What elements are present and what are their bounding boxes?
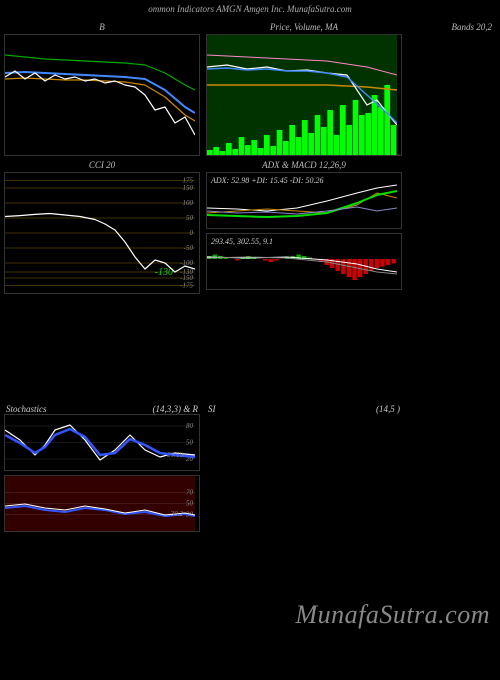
row-1: B Price, Volume, MA Bands 20,2 [0, 20, 500, 156]
gap [0, 294, 500, 404]
svg-text:30.2: 30.2 [170, 510, 184, 518]
pricema-title: Price, Volume, MA [206, 20, 402, 34]
panel-stoch-rsi-wrap: 80502029.19 70503030.2 [4, 414, 200, 532]
panel-cci: 175150100500-50-100-130-150-175-130 [4, 172, 200, 294]
rsi-title-right: (14,5 ) [376, 404, 400, 414]
cci-title: CCI 20 [4, 158, 200, 172]
svg-text:293.45, 302.55, 9.1: 293.45, 302.55, 9.1 [211, 237, 273, 246]
stoch-chart: 80502029.19 [5, 415, 195, 470]
panel-stoch: 80502029.19 [4, 414, 200, 471]
svg-text:50: 50 [186, 439, 194, 447]
panel-macdhist: 293.45, 302.55, 9.1 [206, 233, 402, 290]
panel-bollinger-wrap: B [4, 20, 200, 156]
watermark: MunafaSutra.com [295, 600, 490, 630]
svg-text:80: 80 [186, 422, 194, 430]
bands-label-wrap: Bands 20,2 [408, 20, 496, 156]
rsi-chart: 70503030.2 [5, 476, 195, 531]
panel-pricema-wrap: Price, Volume, MA [206, 20, 402, 156]
stoch-title-left: Stochastics [6, 404, 47, 414]
macdhist-chart: 293.45, 302.55, 9.1 [207, 234, 397, 289]
panel-pricema [206, 34, 402, 156]
svg-text:-100: -100 [180, 259, 193, 267]
pricema-chart [207, 35, 397, 155]
adx-title: ADX & MACD 12,26,9 [206, 158, 402, 172]
svg-text:-175: -175 [180, 282, 193, 290]
svg-text:ADX: 52.98 +DI: 15.45 -DI: 50: ADX: 52.98 +DI: 15.45 -DI: 50.26 [210, 176, 324, 185]
row-4-titles: Stochastics (14,3,3) & R SI (14,5 ) [0, 404, 500, 414]
svg-text:29.19: 29.19 [167, 451, 183, 459]
panel-cci-wrap: CCI 20 175150100500-50-100-130-150-175-1… [4, 158, 200, 294]
svg-text:0: 0 [190, 229, 194, 237]
bollinger-chart [5, 35, 195, 155]
svg-text:-50: -50 [184, 244, 194, 252]
bollinger-title: B [4, 20, 200, 34]
adx-chart: ADX: 52.98 +DI: 15.45 -DI: 50.26 [207, 173, 397, 228]
panel-adx: ADX: 52.98 +DI: 15.45 -DI: 50.26 [206, 172, 402, 229]
svg-text:50: 50 [186, 214, 194, 222]
panel-rsi: 70503030.2 [4, 475, 200, 532]
row-2: CCI 20 175150100500-50-100-130-150-175-1… [0, 158, 500, 294]
row-4: 80502029.19 70503030.2 [0, 414, 500, 532]
rsi-title-row: SI (14,5 ) [206, 404, 402, 414]
stoch-title-row: Stochastics (14,3,3) & R [4, 404, 200, 414]
svg-text:150: 150 [183, 184, 194, 192]
svg-text:50: 50 [186, 500, 194, 508]
svg-text:70: 70 [186, 489, 194, 497]
svg-text:100: 100 [183, 199, 194, 207]
svg-text:-130: -130 [155, 267, 173, 278]
page-header: ommon Indicators AMGN Amgen Inc. MunafaS… [0, 0, 500, 20]
panel-adx-wrap: ADX & MACD 12,26,9 ADX: 52.98 +DI: 15.45… [206, 158, 402, 294]
rsi-title-left: SI [208, 404, 216, 414]
panel-bollinger [4, 34, 200, 156]
bands-label: Bands 20,2 [408, 20, 496, 34]
stoch-title-right: (14,3,3) & R [153, 404, 199, 414]
cci-chart: 175150100500-50-100-130-150-175-130 [5, 173, 195, 293]
